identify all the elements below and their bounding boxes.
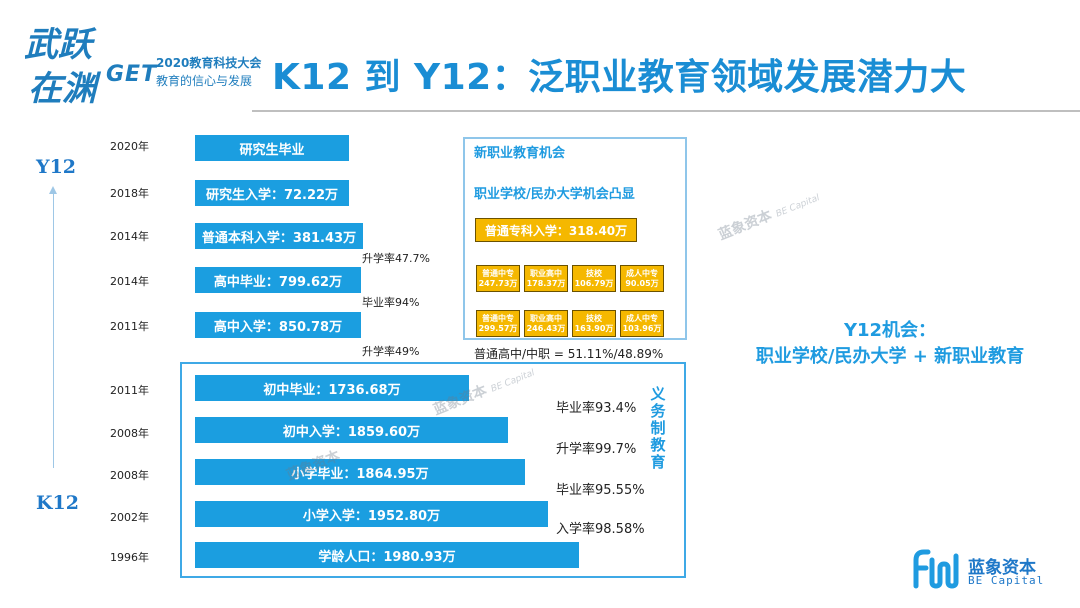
page-title: K12 到 Y12：泛职业教育领域发展潜力大 (272, 57, 967, 98)
event-name: 2020教育科技大会 (156, 56, 262, 70)
cell-value: 246.43万 (526, 323, 566, 333)
vocational-cell: 职业高中 178.37万 (524, 265, 568, 292)
vocational-cell: 成人中专 103.96万 (620, 310, 664, 337)
cell-value: 90.05万 (625, 278, 659, 288)
brand-name: 蓝象资本 (968, 558, 1036, 578)
cell-name: 成人中专 (626, 268, 658, 278)
vocational-cell: 成人中专 90.05万 (620, 265, 664, 292)
watermark-sub: BE Capital (774, 193, 822, 220)
cell-name: 职业高中 (530, 268, 562, 278)
vocational-cell: 职业高中 246.43万 (524, 310, 568, 337)
watermark-name: 蓝象资本 (716, 207, 775, 244)
year-label: 2011年 (110, 384, 149, 397)
cell-name: 普通中专 (482, 313, 514, 323)
vocational-cell: 普通中专 247.73万 (476, 265, 520, 292)
rate-label: 升学率99.7% (556, 442, 637, 457)
cell-value: 178.37万 (526, 278, 566, 288)
cell-value: 163.90万 (574, 323, 614, 333)
cell-name: 技校 (586, 313, 602, 323)
cell-name: 普通中专 (482, 268, 514, 278)
year-label: 2018年 (110, 187, 149, 200)
rate-label: 毕业率93.4% (556, 401, 637, 416)
stage-bar: 初中入学：1859.60万 (195, 417, 508, 443)
axis-arrow-icon (49, 186, 57, 194)
year-label: 2011年 (110, 320, 149, 333)
year-label: 2014年 (110, 230, 149, 243)
year-label: 2008年 (110, 469, 149, 482)
vocational-cell: 技校 163.90万 (572, 310, 616, 337)
axis-line (53, 192, 54, 468)
rate-label: 升学率47.7% (362, 252, 430, 265)
high-school-vocational-ratio: 普通高中/中职 = 51.11%/48.89% (474, 347, 664, 361)
rate-label: 毕业率95.55% (556, 483, 645, 498)
rate-label: 升学率49% (362, 345, 420, 358)
stage-bar: 小学入学：1952.80万 (195, 501, 548, 527)
calligraphy-line1: 武跃 (24, 25, 97, 65)
year-label: 2002年 (110, 511, 149, 524)
calligraphy-logo: 武跃 在渊 (24, 25, 102, 108)
stage-bar: 学龄人口：1980.93万 (195, 542, 579, 568)
stage-bar: 普通本科入学：381.43万 (195, 223, 363, 249)
axis-top-label: Y12 (36, 156, 77, 178)
cell-name: 技校 (586, 268, 602, 278)
college-enrollment-box: 普通专科入学：318.40万 (475, 218, 637, 242)
opportunity-subtitle: 职业学校/民办大学机会凸显 (474, 187, 635, 202)
rate-label: 入学率98.58% (556, 522, 645, 537)
y12-opportunity-text: 职业学校/民办大学 + 新职业教育 (755, 346, 1025, 367)
vocational-cell: 技校 106.79万 (572, 265, 616, 292)
title-divider (252, 110, 1080, 112)
cell-name: 职业高中 (530, 313, 562, 323)
stage-bar: 小学毕业：1864.95万 (195, 459, 525, 485)
stage-bar: 研究生入学：72.22万 (195, 180, 349, 206)
opportunity-title: 新职业教育机会 (474, 146, 566, 161)
stage-bar: 初中毕业：1736.68万 (195, 375, 469, 401)
cell-value: 247.73万 (478, 278, 518, 288)
vocational-cell: 普通中专 299.57万 (476, 310, 520, 337)
event-slogan: 教育的信心与发展 (156, 74, 253, 88)
stage-bar: 高中毕业：799.62万 (195, 267, 361, 293)
compulsory-education-label: 义务制教育 (650, 385, 666, 471)
year-label: 2008年 (110, 427, 149, 440)
year-label: 2020年 (110, 140, 149, 153)
stage-bar: 研究生毕业 (195, 135, 349, 161)
cell-name: 成人中专 (626, 313, 658, 323)
stage-bar: 高中入学：850.78万 (195, 312, 361, 338)
axis-bottom-label: K12 (36, 492, 79, 514)
cell-value: 106.79万 (574, 278, 614, 288)
calligraphy-line2: 在渊 (28, 69, 102, 108)
cell-value: 103.96万 (622, 323, 662, 333)
cell-value: 299.57万 (478, 323, 518, 333)
y12-opportunity-heading: Y12机会： (843, 320, 937, 341)
compulsory-education-frame (180, 362, 686, 578)
vocational-opportunity-panel (463, 137, 687, 340)
year-label: 1996年 (110, 551, 149, 564)
year-label: 2014年 (110, 275, 149, 288)
get-logo-mark: GET (106, 62, 158, 87)
brand-watermark: 蓝象资本 BE Capital (715, 186, 822, 245)
brand-subtitle: BE Capital (968, 574, 1045, 587)
be-capital-logo-icon (913, 549, 959, 589)
rate-label: 毕业率94% (362, 296, 420, 309)
